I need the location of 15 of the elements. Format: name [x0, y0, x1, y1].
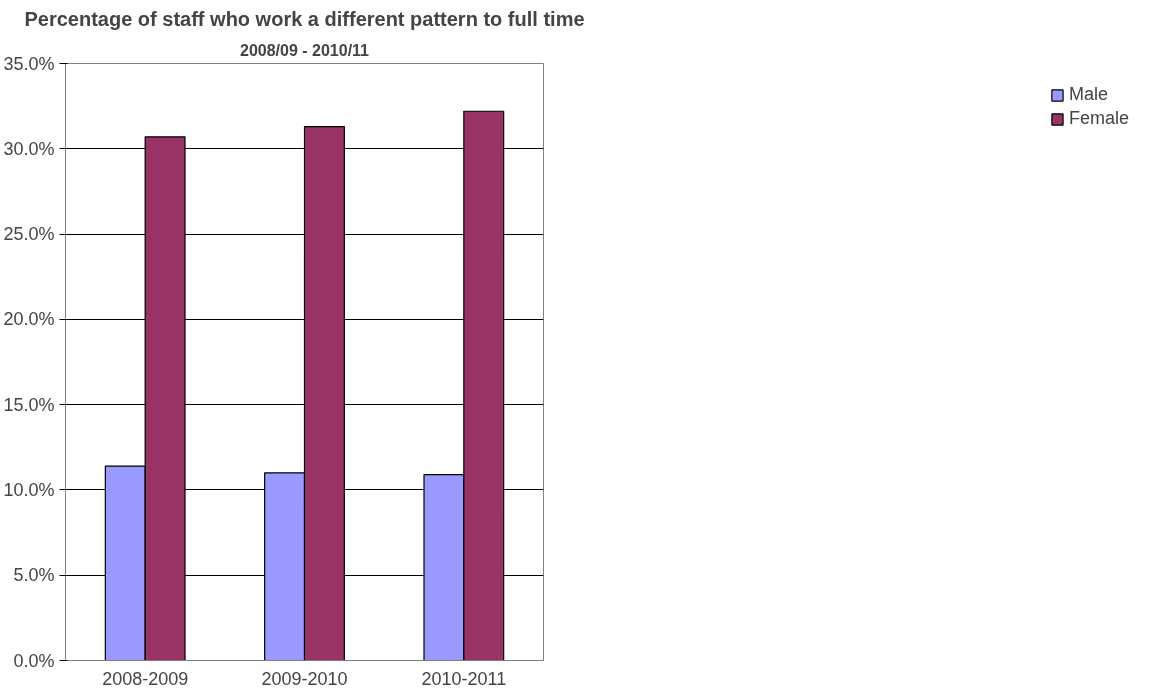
y-tick-label: 5.0%: [13, 565, 55, 586]
y-tick-label: 35.0%: [3, 53, 55, 74]
y-tick-label: 15.0%: [3, 394, 55, 415]
legend-label: Male: [1068, 84, 1108, 105]
y-tick-label: 30.0%: [3, 138, 55, 159]
chart-title: Percentage of staff who work a different pattern to full time: [24, 7, 585, 30]
y-tick-label: 0.0%: [13, 650, 55, 671]
chart-subtitle: 2008/09 - 2010/11: [240, 41, 370, 59]
y-tick-label: 25.0%: [3, 224, 55, 245]
y-tick-label: 20.0%: [3, 309, 55, 330]
y-tick-label: 10.0%: [3, 479, 55, 500]
legend-label: Female: [1068, 108, 1129, 129]
x-tick-label: 2010-2011: [421, 668, 507, 689]
x-tick-label: 2009-2010: [261, 668, 348, 689]
x-tick-label: 2008-2009: [102, 668, 189, 689]
